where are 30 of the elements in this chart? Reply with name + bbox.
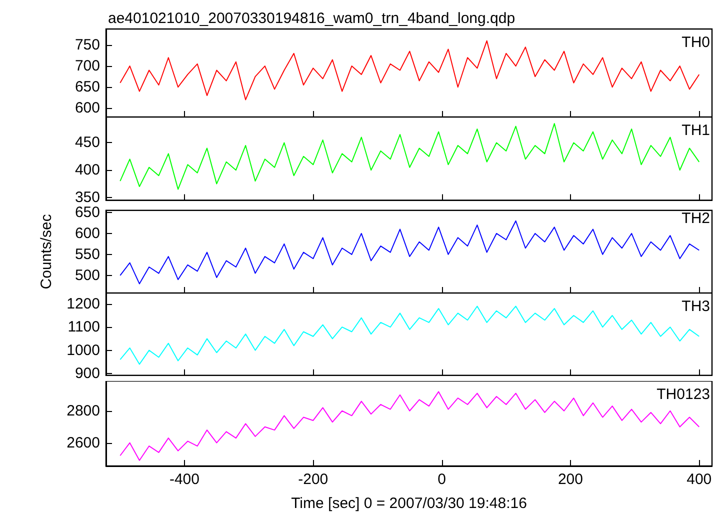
y-tick-label: 750 xyxy=(74,36,100,54)
x-tick-label: 400 xyxy=(686,471,712,488)
y-tick-label: 450 xyxy=(74,134,100,152)
y-tick-label: 400 xyxy=(74,162,100,179)
y-tick-label: 1100 xyxy=(68,318,100,336)
y-tick-label: 600 xyxy=(74,224,100,242)
y-tick-label: 600 xyxy=(74,100,100,117)
x-tick-label: 0 xyxy=(438,471,446,488)
y-tick-label: 900 xyxy=(74,365,100,382)
y-tick-label: 350 xyxy=(74,189,100,206)
y-tick-label: 1000 xyxy=(66,342,100,359)
y-tick-label: 550 xyxy=(74,246,100,263)
series-label: TH1 xyxy=(682,122,710,139)
series-label: TH0 xyxy=(682,34,710,51)
x-axis-title: Time [sec] 0 = 2007/03/30 19:48:16 xyxy=(291,495,527,512)
y-axis-title: Counts/sec xyxy=(38,214,55,290)
series-label: TH3 xyxy=(682,298,710,315)
x-tick-label: 200 xyxy=(558,471,583,488)
y-tick-label: 2600 xyxy=(66,434,100,452)
y-tick-label: 500 xyxy=(74,266,100,284)
y-tick-label: 650 xyxy=(74,204,100,221)
x-tick-label: -400 xyxy=(169,471,200,488)
y-tick-label: 650 xyxy=(74,78,100,96)
y-tick-label: 1200 xyxy=(66,295,100,312)
series-label: TH2 xyxy=(682,210,710,227)
y-tick-label: 2800 xyxy=(66,402,100,420)
chart-title: ae401021010_20070330194816_wam0_trn_4band_long.qdp xyxy=(108,10,516,27)
x-tick-label: -200 xyxy=(298,471,328,488)
series-label: TH0123 xyxy=(656,386,710,403)
y-tick-label: 700 xyxy=(74,58,100,75)
